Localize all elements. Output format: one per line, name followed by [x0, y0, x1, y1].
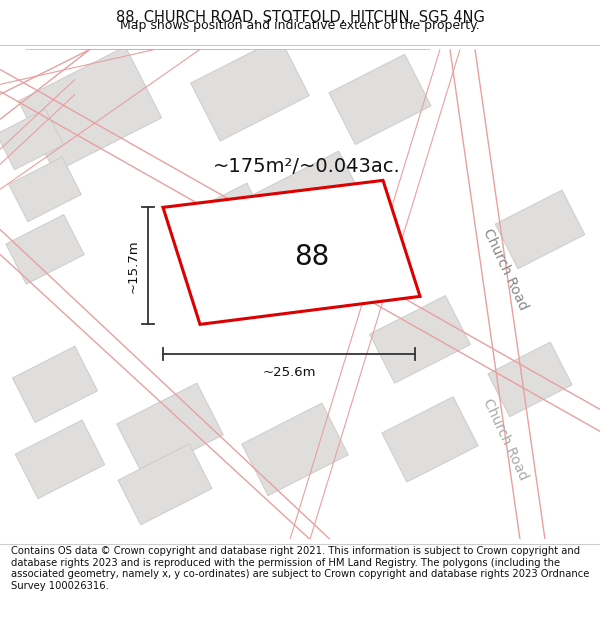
Text: ~15.7m: ~15.7m [127, 239, 140, 292]
Polygon shape [117, 383, 223, 476]
Polygon shape [15, 420, 105, 499]
Polygon shape [0, 109, 64, 169]
Text: ~25.6m: ~25.6m [262, 366, 316, 379]
Polygon shape [242, 403, 348, 496]
Text: Church Road: Church Road [480, 396, 530, 482]
Polygon shape [370, 296, 470, 383]
Polygon shape [163, 181, 420, 324]
Text: ~175m²/~0.043ac.: ~175m²/~0.043ac. [213, 157, 401, 176]
Polygon shape [13, 346, 98, 423]
Text: Church Road: Church Road [480, 226, 530, 312]
Polygon shape [329, 54, 431, 144]
Polygon shape [254, 151, 366, 248]
Polygon shape [6, 214, 84, 284]
Polygon shape [167, 183, 273, 276]
Polygon shape [118, 444, 212, 525]
Polygon shape [191, 38, 310, 141]
Polygon shape [19, 46, 161, 172]
Polygon shape [9, 157, 81, 222]
Polygon shape [495, 190, 585, 269]
Text: Map shows position and indicative extent of the property.: Map shows position and indicative extent… [120, 19, 480, 31]
Polygon shape [488, 342, 572, 417]
Text: 88: 88 [294, 243, 329, 271]
Polygon shape [382, 397, 478, 482]
Text: 88, CHURCH ROAD, STOTFOLD, HITCHIN, SG5 4NG: 88, CHURCH ROAD, STOTFOLD, HITCHIN, SG5 … [116, 10, 484, 25]
Text: Contains OS data © Crown copyright and database right 2021. This information is : Contains OS data © Crown copyright and d… [11, 546, 589, 591]
